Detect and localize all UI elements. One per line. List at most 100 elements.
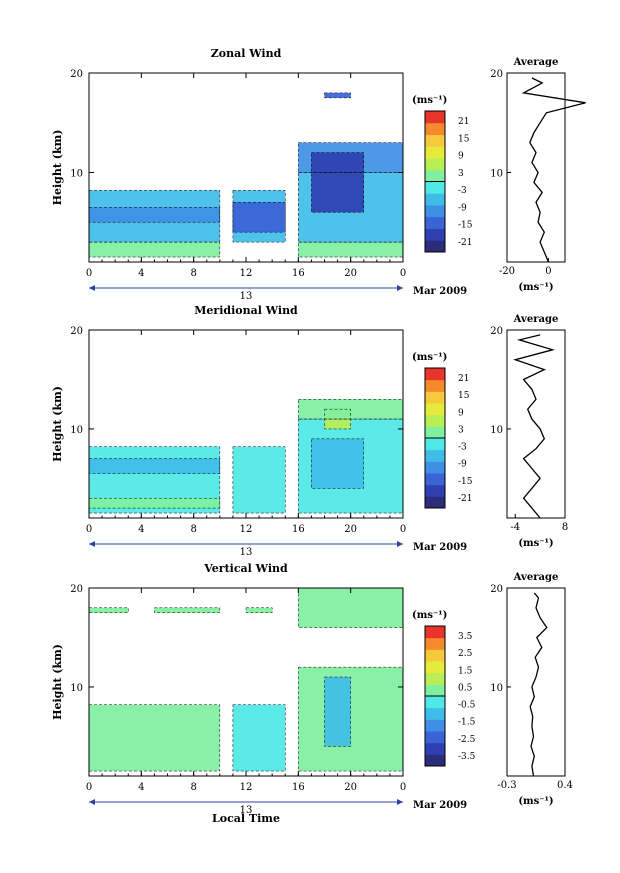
x-tick-label: 20 — [344, 268, 357, 279]
heatmap-cell — [89, 607, 129, 613]
average-x-tick-label: -0.3 — [497, 780, 516, 791]
colorbar-tick-label: -3 — [458, 443, 467, 453]
contour-line — [232, 446, 286, 514]
panel-title: Meridional Wind — [194, 304, 298, 317]
colorbar-swatch — [425, 379, 445, 392]
contour-line — [311, 438, 364, 489]
average-unit-label: (ms⁻¹) — [518, 796, 553, 807]
average-y-tick-label: 10 — [490, 683, 503, 694]
heatmap-cell — [298, 242, 403, 258]
colorbar-swatch — [425, 414, 445, 427]
colorbar-swatch — [425, 719, 445, 732]
colorbar-tick-label: -9 — [458, 460, 467, 470]
colorbar-swatch — [425, 449, 445, 462]
average-y-tick-label: 10 — [490, 425, 503, 436]
y-axis-label: Height (km) — [51, 386, 64, 462]
x-tick-label: 12 — [240, 268, 253, 279]
date-label: Mar 2009 — [413, 542, 467, 553]
heatmap-cell — [89, 458, 220, 474]
day-label: 13 — [240, 291, 253, 302]
colorbar-swatch — [425, 240, 445, 253]
contour-line — [88, 207, 221, 223]
contour-line — [324, 676, 351, 747]
x-tick-label: 0 — [400, 782, 406, 793]
colorbar-tick-label: -15 — [458, 221, 473, 231]
colorbar-swatch — [425, 731, 445, 744]
colorbar-tick-label: 15 — [458, 391, 470, 401]
date-label: Mar 2009 — [413, 800, 467, 811]
colorbar-swatch — [425, 661, 445, 674]
average-profile-line — [521, 77, 586, 263]
x-tick-label: 4 — [138, 524, 144, 535]
colorbar-tick-label: -21 — [458, 238, 473, 248]
average-x-tick-label: 8 — [562, 522, 568, 533]
colorbar-swatch — [425, 626, 445, 639]
contour-line — [298, 399, 404, 420]
average-profile-line — [529, 592, 548, 777]
day-line-arrow-right — [397, 285, 403, 291]
x-tick-label: 8 — [190, 524, 196, 535]
day-line-arrow-left — [89, 799, 95, 805]
heatmap-cell — [232, 446, 286, 514]
x-tick-label: 16 — [292, 782, 305, 793]
x-tick-label: 0 — [400, 524, 406, 535]
y-axis-label: Height (km) — [51, 644, 64, 720]
colorbar-swatch — [425, 473, 445, 486]
x-tick-label: 20 — [344, 524, 357, 535]
colorbar-swatch — [425, 484, 445, 497]
colorbar-tick-label: 3 — [458, 169, 464, 179]
colorbar-tick-label: 0.5 — [458, 683, 473, 693]
colorbar-swatch — [425, 496, 445, 509]
average-y-tick-label: 10 — [490, 168, 503, 179]
colorbar-tick-label: 1.5 — [458, 666, 473, 676]
colorbar-unit-label: (ms⁻¹) — [412, 95, 447, 106]
colorbar-swatch — [425, 649, 445, 662]
x-tick-label: 0 — [86, 782, 92, 793]
colorbar-swatch — [425, 684, 445, 697]
contour-line — [154, 607, 221, 613]
heatmap-cell — [89, 704, 220, 772]
heatmap-cell — [89, 207, 220, 223]
average-y-tick-label: 20 — [490, 69, 503, 80]
colorbar-swatch — [425, 181, 445, 194]
colorbar-swatch — [425, 205, 445, 218]
x-tick-label: 4 — [138, 782, 144, 793]
average-title: Average — [513, 314, 559, 325]
average-y-tick-label: 20 — [490, 584, 503, 595]
colorbar-swatch — [425, 391, 445, 404]
colorbar-swatch — [425, 742, 445, 755]
colorbar-unit-label: (ms⁻¹) — [412, 352, 447, 363]
colorbar-tick-label: -1.5 — [458, 718, 476, 728]
day-line-arrow-left — [89, 541, 95, 547]
average-frame — [506, 587, 566, 777]
average-x-tick-label: 0 — [545, 266, 551, 277]
contour-line — [88, 458, 221, 474]
colorbar-tick-label: -9 — [458, 203, 467, 213]
colorbar-tick-label: -15 — [458, 477, 473, 487]
x-tick-label: 12 — [240, 782, 253, 793]
day-line-arrow-right — [397, 799, 403, 805]
y-tick-label: 10 — [70, 168, 83, 179]
colorbar-swatch — [425, 193, 445, 206]
colorbar-swatch — [425, 158, 445, 171]
y-tick-label: 10 — [70, 425, 83, 436]
colorbar-tick-label: 2.5 — [458, 649, 473, 659]
heatmap-cell — [89, 242, 220, 258]
colorbar-swatch — [425, 426, 445, 439]
colorbar-tick-label: 15 — [458, 134, 470, 144]
panel-title: Zonal Wind — [211, 47, 282, 60]
colorbar-tick-label: 3.5 — [458, 632, 473, 642]
colorbar-tick-label: 21 — [458, 117, 469, 127]
x-tick-label: 8 — [190, 782, 196, 793]
colorbar-swatch — [425, 122, 445, 135]
colorbar-swatch — [425, 368, 445, 381]
y-tick-label: 20 — [70, 584, 83, 595]
colorbar-tick-label: -3 — [458, 186, 467, 196]
date-label: Mar 2009 — [413, 286, 467, 297]
colorbar-unit-label: (ms⁻¹) — [412, 610, 447, 621]
average-frame — [506, 72, 566, 263]
x-tick-label: 8 — [190, 268, 196, 279]
colorbar-swatch — [425, 438, 445, 451]
x-tick-label: 0 — [86, 524, 92, 535]
heatmap-cell — [311, 152, 364, 213]
